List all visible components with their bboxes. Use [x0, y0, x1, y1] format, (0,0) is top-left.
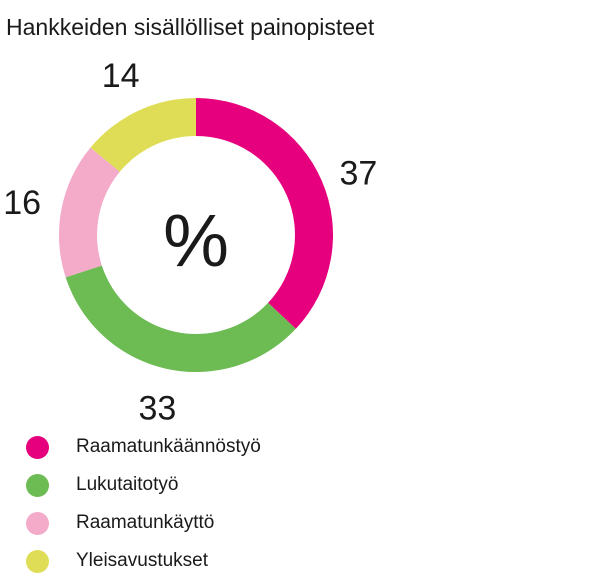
legend-item: Lukutaitotyö [26, 466, 261, 504]
legend-item: Yleisavustukset [26, 542, 261, 580]
legend-swatch-icon [26, 473, 49, 497]
legend-label: Raamatunkäännöstyö [76, 436, 261, 457]
legend-swatch-icon [26, 549, 49, 573]
donut-slice-4 [90, 98, 196, 172]
legend-item: Raamatunkäyttö [26, 504, 261, 542]
slice-value-label-1: 37 [340, 155, 378, 193]
legend: Raamatunkäännöstyö Lukutaitotyö Raamatunkä… [26, 428, 261, 580]
donut-slice-3 [58, 147, 120, 278]
donut-chart: % 37 33 16 14 [3, 57, 378, 420]
legend-label: Lukutaitotyö [76, 474, 179, 495]
slice-value-label-4: 14 [102, 57, 140, 95]
donut-slice-1 [196, 98, 333, 329]
donut-slice-2 [65, 265, 296, 372]
legend-swatch-icon [26, 511, 49, 535]
slice-value-label-2: 33 [138, 390, 176, 420]
center-percent-label: % [163, 199, 229, 282]
slice-value-label-3: 16 [3, 184, 41, 222]
chart-title: Hankkeiden sisällölliset painopisteet [6, 14, 375, 40]
legend-label: Yleisavustukset [76, 550, 209, 571]
legend-swatch-icon [26, 435, 49, 459]
legend-label: Raamatunkäyttö [76, 512, 215, 533]
legend-item: Raamatunkäännöstyö [26, 428, 261, 466]
